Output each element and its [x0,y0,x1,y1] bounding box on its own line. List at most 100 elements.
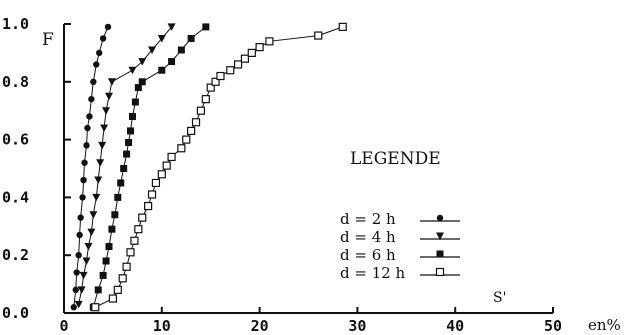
y-tick-label: 0.0 [2,304,29,322]
data-point [138,58,147,66]
x-tick-label: 30 [348,317,366,335]
data-point [77,214,84,221]
data-point [102,257,110,265]
data-point [99,271,107,279]
data-point [117,179,125,187]
series-layer [70,22,347,312]
data-point [167,23,176,31]
data-point [314,31,323,40]
data-point [126,248,135,257]
data-point [216,71,225,81]
data-point [134,84,142,92]
legend-entry-marker [436,232,444,240]
data-point [113,285,122,294]
data-point [247,48,256,58]
data-point [96,49,103,57]
data-point [96,159,105,167]
data-point [81,159,88,166]
data-point [168,58,176,66]
series-2 [74,23,176,309]
legend: d = 2 hd = 4 hd = 6 hd = 12 h [340,210,460,282]
data-point [191,118,201,127]
data-point [93,61,100,68]
ticks: 0.0 0.2 0.4 0.6 0.8 1.0 0 10 20 30 40 50 [2,15,562,335]
data-point [107,78,116,86]
x-axis-unit: en% [588,316,621,334]
data-point [88,95,95,103]
legend-entry-label: d = 6 h [340,246,396,264]
data-point [77,286,86,294]
x-tick-label: 20 [251,317,269,335]
data-point [187,126,196,136]
data-point [82,257,91,265]
data-point [128,112,136,120]
y-tick-label: 1.0 [2,15,29,33]
data-point [130,236,139,245]
legend-entry-marker [436,214,444,222]
data-point [72,286,79,294]
data-point [114,193,122,201]
data-point [80,176,87,184]
x-axis-label: S' [493,290,506,306]
x-axis-unit-text: en% [588,316,621,334]
legend-title: LEGENDE [350,149,441,169]
data-point [138,78,146,86]
data-point [111,211,119,219]
data-point [99,35,107,42]
data-point [75,252,82,259]
series-4 [91,22,347,312]
legend-entry-label: d = 4 h [340,228,396,246]
data-point [89,211,98,219]
data-point [86,113,93,120]
data-point [148,46,157,55]
legend-entry-marker [436,250,444,258]
data-point [102,107,111,115]
y-tick-label: 0.6 [2,131,29,149]
y-tick-label: 0.8 [2,73,29,91]
data-point [100,124,109,133]
data-point [151,178,161,188]
data-point [158,66,166,74]
data-point [177,46,185,54]
x-tick-label: 50 [544,317,562,335]
series-1 [70,23,112,311]
data-point [240,54,250,63]
data-point [92,193,101,202]
data-point [125,138,133,146]
legend-entry-label: d = 12 h [340,264,406,282]
data-point [177,144,186,153]
x-tick-label: 40 [446,317,464,335]
data-point [104,92,113,101]
y-axis-label: F [42,30,54,50]
data-point [211,77,220,86]
data-point [98,141,107,150]
data-point [91,303,100,312]
data-point [87,228,96,237]
data-point [84,243,93,251]
series-line [73,26,109,308]
legend-entry-label: d = 2 h [340,210,396,228]
y-tick-label: 0.2 [2,246,29,264]
data-point [206,83,215,92]
data-point [83,142,90,149]
data-point [122,262,131,271]
data-point [120,165,128,172]
data-point [123,150,131,158]
data-point [182,135,191,144]
data-point [196,106,206,115]
data-point [255,43,264,52]
data-point [90,78,97,86]
data-point [147,190,157,199]
data-point [105,243,113,251]
data-point [74,300,83,309]
data-point [338,22,347,31]
series-3 [89,23,210,311]
x-tick-label: 0 [59,317,68,335]
data-point [118,274,127,283]
data-point [131,98,139,106]
axes [63,24,553,314]
data-point [202,23,210,31]
series-line [92,26,207,308]
data-point [70,304,77,311]
